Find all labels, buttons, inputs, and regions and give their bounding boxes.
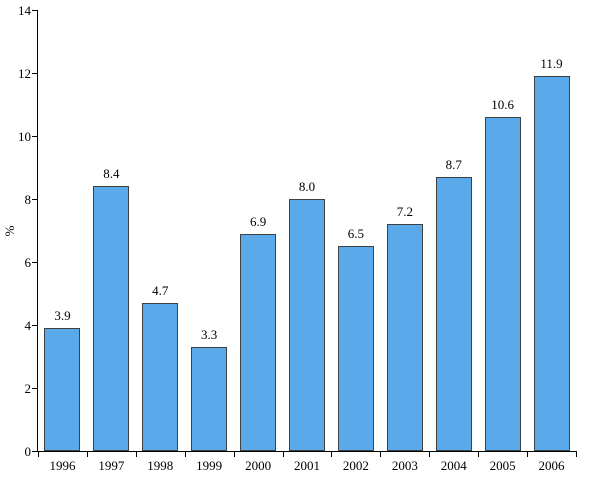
bar-value-label: 3.3 <box>201 327 218 343</box>
bar-value-label: 6.5 <box>347 226 365 242</box>
y-tick-label: 8 <box>24 191 32 207</box>
bar-1999 <box>191 347 228 451</box>
bar-2004 <box>435 176 472 451</box>
bar-1997 <box>93 186 130 451</box>
bar-value-label: 6.9 <box>249 213 267 229</box>
y-tick-mark <box>32 73 37 74</box>
y-axis-title: % <box>2 225 17 237</box>
bar-value-label: 3.9 <box>54 308 71 324</box>
bar-value-label: 11.9 <box>540 56 563 72</box>
bar-value-label: 4.7 <box>152 282 169 298</box>
x-tick-label: 1999 <box>196 458 223 473</box>
x-tick-label: 1997 <box>98 458 125 473</box>
x-tick-mark <box>380 452 382 457</box>
bar-2000 <box>240 233 277 451</box>
x-tick-mark <box>429 452 431 457</box>
y-tick-label: 4 <box>24 317 32 333</box>
bar-value-label: 8.4 <box>103 166 120 182</box>
y-tick-label: 6 <box>24 254 32 270</box>
x-tick-mark <box>135 452 137 457</box>
x-tick-label: 2006 <box>538 458 565 473</box>
x-tick-label: 1996 <box>49 458 76 473</box>
y-tick-label: 10 <box>18 128 31 144</box>
x-tick-label: 1998 <box>147 458 174 473</box>
bar-value-label: 10.6 <box>491 97 514 113</box>
bar-value-label: 8.0 <box>298 179 316 194</box>
y-tick-label: 0 <box>24 443 32 459</box>
y-tick-label: 12 <box>18 65 31 81</box>
y-tick-label: 2 <box>24 380 32 396</box>
y-tick-mark <box>32 136 37 137</box>
x-tick-mark <box>527 452 529 457</box>
x-tick-label: 2002 <box>342 458 369 473</box>
x-tick-label: 2005 <box>489 458 516 473</box>
x-tick-mark <box>38 452 39 457</box>
bar-2005 <box>484 117 521 451</box>
y-tick-mark <box>32 10 37 11</box>
x-tick-mark <box>478 452 480 457</box>
x-tick-label: 2003 <box>391 458 418 473</box>
x-tick-label: 2001 <box>293 458 320 473</box>
x-tick-mark <box>282 452 284 457</box>
x-axis-line <box>37 451 577 452</box>
x-tick-mark <box>233 452 235 457</box>
bar-1998 <box>142 302 179 451</box>
bar-2006 <box>533 76 570 451</box>
y-tick-label: 14 <box>18 2 31 18</box>
bar-value-label: 8.7 <box>445 156 462 172</box>
x-tick-mark <box>576 452 577 457</box>
x-tick-mark <box>331 452 333 457</box>
y-tick-mark <box>32 388 37 389</box>
y-tick-mark <box>32 325 37 326</box>
y-axis-line <box>37 10 38 452</box>
bar-1996 <box>44 328 81 451</box>
y-tick-mark <box>32 262 37 263</box>
x-tick-label: 2000 <box>245 458 272 473</box>
y-tick-mark <box>32 451 37 452</box>
x-tick-label: 2004 <box>440 458 467 473</box>
x-tick-mark <box>184 452 186 457</box>
bar-2001 <box>289 199 325 451</box>
bar-2003 <box>386 224 423 451</box>
bar-value-label: 7.2 <box>396 204 413 220</box>
x-tick-mark <box>86 452 88 457</box>
bar-2002 <box>337 246 374 451</box>
y-tick-mark <box>32 199 37 200</box>
